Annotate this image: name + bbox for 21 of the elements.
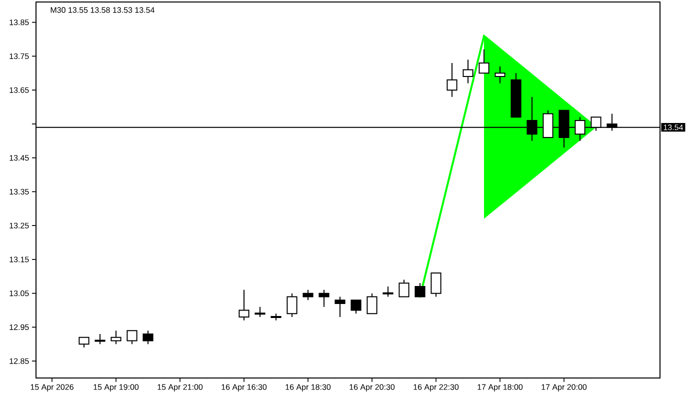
y-tick-label: 13.45 [10, 154, 29, 161]
x-tick-label: 16 Apr 22:30 [414, 384, 459, 392]
y-tick-label: 12.85 [10, 358, 29, 364]
x-tick-label: 15 Apr 2026 [30, 384, 74, 392]
y-tick-label: 13.25 [10, 222, 29, 228]
x-tick-label: 16 Apr 18:30 [286, 384, 331, 392]
y-tick-label: 13.75 [10, 53, 29, 60]
x-tick-label: 17 Apr 18:00 [478, 384, 523, 392]
x-tick-label: 15 Apr 21:00 [158, 384, 203, 392]
x-tick-label: 17 Apr 20:00 [542, 384, 587, 392]
x-tick-label: 16 Apr 20:30 [350, 384, 395, 392]
y-tick-label: 12.95 [10, 324, 29, 330]
x-tick-label: 15 Apr 19:00 [94, 384, 139, 392]
y-tick-label: 13.35 [10, 188, 29, 195]
ref-line-label: 13.54 [664, 124, 683, 130]
y-tick-label: 13.15 [10, 256, 29, 262]
y-tick-label: 13.65 [10, 87, 29, 93]
x-tick-label: 16 Apr 16:30 [222, 384, 267, 392]
y-tick-label: 13.05 [10, 290, 29, 296]
text: M30 13.55 13.58 13.53 13.54 [50, 7, 154, 13]
y-tick-label: 13.85 [10, 19, 29, 26]
